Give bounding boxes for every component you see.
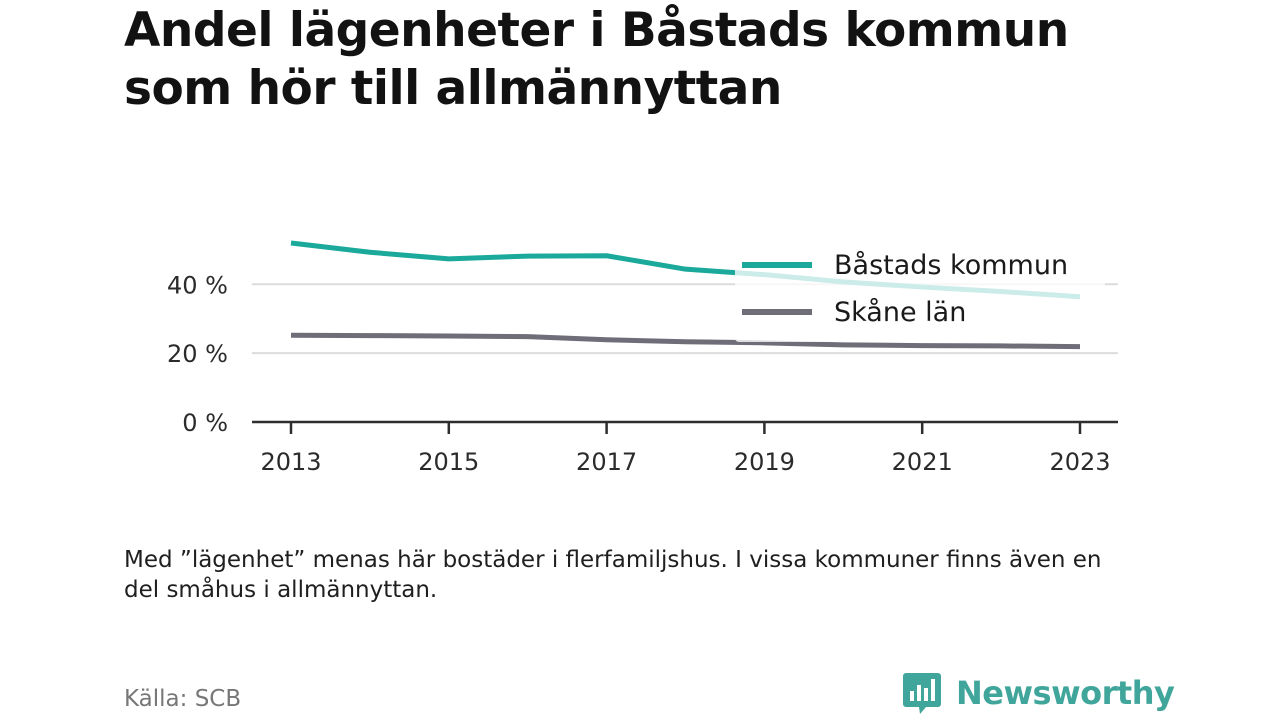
brand-logo[interactable]: Newsworthy xyxy=(902,670,1175,716)
legend: Båstads kommun Skåne län xyxy=(735,240,1105,342)
x-tick-label: 2019 xyxy=(734,448,795,476)
x-tick-label: 2013 xyxy=(260,448,321,476)
chart-note: Med ”lägenhet” menas här bostäder i fler… xyxy=(124,547,1102,603)
chart-title: Andel lägenheter i Båstads kommun som hö… xyxy=(124,3,1069,116)
line-chart: 0 % 20 % 40 % 2013 2015 2017 2019 2021 2023 Bås… xyxy=(167,240,1118,476)
source-label: Källa: SCB xyxy=(124,686,242,712)
y-tick-label: 40 % xyxy=(167,271,228,299)
x-tick-label: 2017 xyxy=(576,448,637,476)
y-axis: 0 % 20 % 40 % xyxy=(167,271,228,437)
y-tick-label: 0 % xyxy=(182,409,228,437)
brand-name: Newsworthy xyxy=(956,674,1175,712)
series-line xyxy=(290,332,1081,350)
legend-background xyxy=(735,240,1105,342)
newsworthy-logo-icon xyxy=(903,673,941,714)
y-tick-label: 20 % xyxy=(167,340,228,368)
x-tick-label: 2023 xyxy=(1049,448,1110,476)
legend-label: Skåne län xyxy=(834,297,966,328)
x-axis: 2013 2015 2017 2019 2021 2023 xyxy=(252,420,1118,476)
x-tick-label: 2015 xyxy=(418,448,479,476)
x-tick-label: 2021 xyxy=(892,448,953,476)
legend-label: Båstads kommun xyxy=(834,250,1068,281)
